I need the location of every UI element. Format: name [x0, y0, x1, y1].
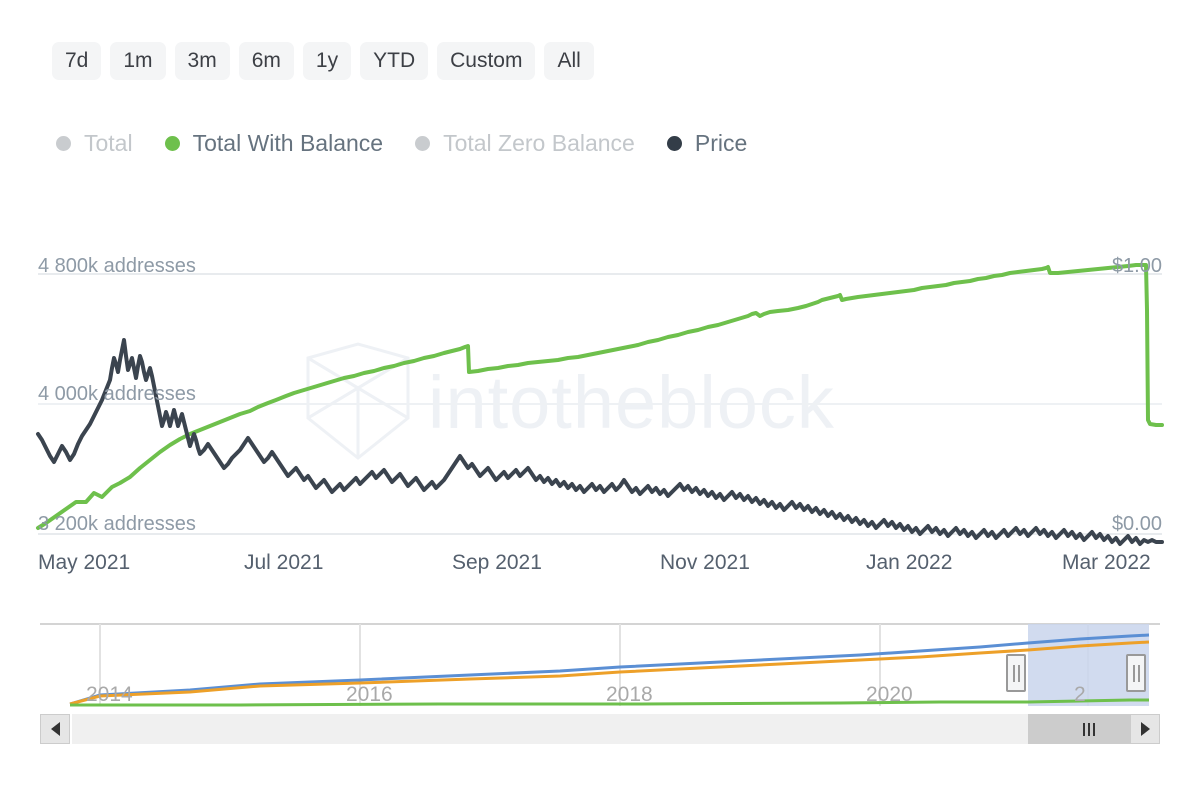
legend-label: Total Zero Balance	[443, 130, 635, 156]
legend-label: Total With Balance	[192, 130, 384, 156]
legend-dot-icon	[415, 136, 431, 151]
range-selector: 7d 1m 3m 6m 1y YTD Custom All	[52, 42, 594, 80]
scroll-left-button[interactable]	[40, 714, 70, 744]
nav-year-2014: 2014	[86, 683, 133, 706]
legend-label: Total	[84, 130, 133, 156]
range-button-all[interactable]: All	[544, 42, 594, 80]
range-button-7d[interactable]: 7d	[52, 42, 102, 80]
x-tick-jul-2021: Jul 2021	[244, 551, 324, 574]
y-axis-label-top: 4 800k addresses	[38, 255, 196, 277]
x-tick-nov-2021: Nov 2021	[660, 551, 750, 574]
nav-year-2022-truncated: 2	[1074, 683, 1086, 706]
legend-dot-icon	[56, 136, 71, 151]
legend-dot-icon	[164, 136, 180, 151]
navigator-handle-right[interactable]	[1126, 654, 1146, 692]
scroll-right-button[interactable]	[1130, 714, 1160, 744]
range-button-6m[interactable]: 6m	[238, 42, 294, 80]
handle-grip-line	[1132, 664, 1135, 682]
main-chart-plot[interactable]: 4 800k addresses 4 000k addresses 3 200k…	[0, 240, 1200, 590]
chevron-right-icon	[1140, 722, 1150, 736]
nav-series-orange	[69, 640, 1150, 706]
range-button-1m[interactable]: 1m	[110, 42, 166, 80]
legend-item-total[interactable]: Total	[56, 132, 133, 155]
legend-dot-icon	[666, 136, 682, 151]
series-price	[36, 338, 1164, 546]
thumb-grip-line	[1088, 722, 1090, 736]
thumb-grip-line	[1083, 722, 1085, 736]
handle-grip-line	[1017, 664, 1020, 682]
nav-year-2018: 2018	[606, 683, 653, 706]
range-button-3m[interactable]: 3m	[174, 42, 230, 80]
legend-item-total-with-balance[interactable]: Total With Balance	[164, 130, 384, 156]
legend-item-total-zero-balance[interactable]: Total Zero Balance	[415, 132, 635, 155]
navigator-scrollbar[interactable]	[40, 714, 1160, 744]
navigator-handle-left[interactable]	[1006, 654, 1026, 692]
chart-legend: Total Total With Balance Total Zero Bala…	[56, 132, 747, 155]
x-tick-may-2021: May 2021	[38, 551, 131, 574]
legend-item-price[interactable]: Price	[666, 130, 748, 156]
chart-navigator[interactable]: 2014 2016 2018 2020 2	[40, 618, 1160, 716]
price-axis-label-bottom: $0.00	[1111, 513, 1162, 535]
nav-series-blue	[69, 633, 1150, 706]
x-tick-jan-2022: Jan 2022	[866, 551, 953, 574]
scrollbar-track[interactable]	[72, 714, 1128, 744]
x-tick-mar-2022: Mar 2022	[1062, 551, 1151, 574]
y-axis-label-mid: 4 000k addresses	[38, 383, 196, 405]
scrollbar-thumb[interactable]	[1028, 714, 1150, 744]
x-tick-sep-2021: Sep 2021	[452, 551, 542, 574]
series-total-with-balance	[36, 263, 1164, 530]
x-axis: May 2021 Jul 2021 Sep 2021 Nov 2021 Jan …	[0, 552, 1200, 586]
nav-year-2016: 2016	[346, 683, 393, 706]
y-axis-label-bottom: 3 200k addresses	[38, 513, 196, 535]
nav-series-green	[70, 698, 1149, 707]
nav-year-2020: 2020	[866, 683, 913, 706]
chevron-left-icon	[50, 722, 60, 736]
thumb-grip-line	[1093, 722, 1095, 736]
navigator-plot[interactable]	[40, 618, 1160, 710]
legend-label: Price	[694, 130, 748, 156]
range-button-custom[interactable]: Custom	[437, 42, 536, 80]
handle-grip-line	[1137, 664, 1140, 682]
handle-grip-line	[1012, 664, 1015, 682]
range-button-ytd[interactable]: YTD	[360, 42, 429, 80]
price-axis-label-top: $1.00	[1111, 255, 1162, 277]
range-button-1y[interactable]: 1y	[302, 42, 352, 80]
